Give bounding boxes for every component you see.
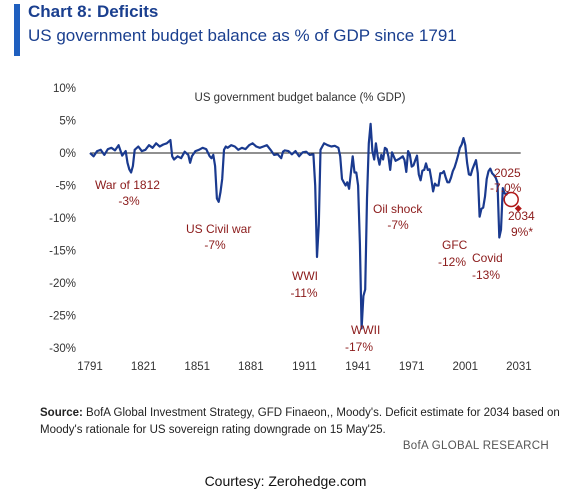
annotation-label: GFC [442, 238, 468, 252]
y-tick-label: 0% [59, 148, 76, 160]
budget-balance-line [89, 122, 510, 330]
brand-label: BofA GLOBAL RESEARCH [402, 440, 549, 452]
annotation-value: -17% [345, 340, 373, 354]
plot-inner-title: US government budget balance (% GDP) [195, 92, 406, 104]
x-tick-label: 1911 [292, 361, 317, 373]
annotation-value: -7% [387, 218, 409, 232]
projection-2034-marker [514, 205, 522, 212]
x-tick-label: 1971 [399, 361, 425, 373]
chart-number-title: Chart 8: Deficits [28, 2, 159, 21]
annotation-label: US Civil war [186, 222, 251, 236]
highlight-2025-circle [503, 191, 519, 208]
annotation-label: WWII [351, 323, 380, 337]
x-tick-label: 2001 [453, 361, 479, 373]
y-tick-label: -5% [56, 181, 76, 193]
annotation-label: Covid [472, 251, 503, 265]
annotation-value: -12% [438, 255, 466, 269]
annotation-label: WWI [292, 269, 318, 283]
x-tick-label: 1851 [184, 361, 210, 373]
source-label: Source: [40, 407, 83, 419]
y-tick-label: -30% [49, 343, 76, 355]
chart-subtitle: US government budget balance as % of GDP… [28, 26, 457, 45]
x-tick-label: 1881 [238, 361, 264, 373]
annotation-label: 2025 [494, 166, 521, 180]
chart-svg: 10% 5% 0% -5% -10% -15% -20% -25% -30%1791 1821 18… [49, 83, 535, 373]
title-accent-bar [14, 4, 20, 56]
axis-labels: 10% 5% 0% -5% -10% -15% -20% -25% -30%1791 1821 18… [49, 83, 532, 373]
y-tick-label: 5% [59, 116, 76, 128]
y-tick-label: 10% [53, 83, 76, 95]
annotation-label: War of 1812 [95, 178, 160, 192]
annotation-value: 9%* [511, 225, 533, 239]
x-tick-label: 1791 [77, 361, 103, 373]
annotation-value: -7% [204, 238, 226, 252]
annotation-label: 2034 [508, 209, 535, 223]
annotation-label: Oil shock [373, 202, 423, 216]
annotation-value: -3% [118, 194, 140, 208]
annotation-value: -7.0% [490, 181, 522, 195]
source-text: BofA Global Investment Strategy, GFD Fin… [40, 407, 560, 436]
x-tick-label: 1821 [131, 361, 157, 373]
y-tick-label: -20% [49, 278, 76, 290]
y-tick-label: -10% [49, 213, 76, 225]
courtesy-caption: Courtesy: Zerohedge.com [204, 473, 367, 489]
annotation-value: -11% [290, 286, 317, 300]
projection-2034-diamond [514, 205, 522, 212]
event-annotations: War of 1812 -3% US Civil war -7% WWI -11% WWII… [95, 166, 535, 354]
y-tick-label: -15% [49, 246, 76, 258]
x-tick-label: 2031 [506, 361, 532, 373]
annotation-value: -13% [472, 268, 500, 282]
y-tick-label: -25% [49, 311, 76, 323]
source-note: Source: BofA Global Investment Strategy,… [40, 405, 560, 439]
x-tick-label: 1941 [345, 361, 371, 373]
